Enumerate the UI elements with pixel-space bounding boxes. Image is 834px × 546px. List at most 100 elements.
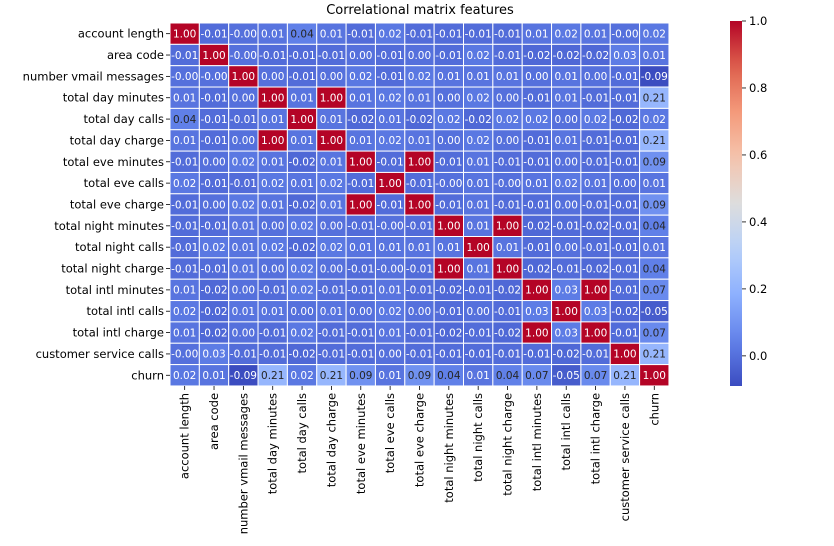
cell-value-label: -0.01 (347, 349, 374, 361)
cell-value-label: -0.01 (200, 93, 227, 105)
cell-value-label: -0.00 (171, 349, 198, 361)
cell-value-label: 0.21 (643, 349, 666, 361)
cell-value-label: 0.01 (349, 93, 372, 105)
cell-value-label: 0.00 (202, 157, 225, 169)
cell-value-label: 0.01 (555, 71, 578, 83)
cell-value-label: 0.02 (555, 28, 578, 40)
cell-value-label: -0.01 (259, 349, 286, 361)
cell-value-label: 0.01 (408, 242, 431, 254)
cell-value-label: 1.00 (496, 263, 519, 275)
cell-value-label: -0.01 (494, 28, 521, 40)
cell-value-label: 1.00 (584, 327, 607, 339)
cell-value-label: -0.01 (611, 71, 638, 83)
cell-value-label: -0.02 (288, 242, 315, 254)
cell-value-label: -0.00 (200, 71, 227, 83)
colorbar: 0.0 0.2 0.4 0.6 0.8 1.0 (730, 14, 767, 386)
cell-value-label: 1.00 (437, 221, 460, 233)
cell-value-label: 1.00 (202, 50, 225, 62)
cell-value-label: -0.00 (171, 71, 198, 83)
cell-value-label: 0.00 (349, 306, 372, 318)
cell-value-label: 0.01 (584, 28, 607, 40)
cell-value-label: -0.01 (347, 285, 374, 297)
cell-value-label: 0.00 (466, 306, 489, 318)
cell-value-label: -0.02 (523, 221, 550, 233)
cell-value-label: -0.01 (611, 285, 638, 297)
cell-value-label: -0.00 (494, 178, 521, 190)
cell-value-label: -0.02 (200, 306, 227, 318)
cell-value-label: 0.01 (320, 114, 343, 126)
cell-value-label: 0.09 (349, 370, 372, 382)
cell-value-label: -0.02 (611, 114, 638, 126)
cell-value-label: -0.00 (230, 50, 257, 62)
cell-value-label: 0.04 (643, 263, 667, 275)
cell-value-label: -0.00 (377, 263, 404, 275)
cell-value-label: 0.02 (320, 242, 343, 254)
cell-value-label: -0.01 (406, 221, 433, 233)
cell-value-label: 0.01 (261, 306, 284, 318)
cell-value-label: -0.02 (406, 114, 433, 126)
cell-value-label: 0.02 (496, 114, 519, 126)
cell-value-label: -0.02 (200, 327, 227, 339)
cell-value-label: -0.01 (259, 327, 286, 339)
y-tick-label: total day charge (70, 133, 164, 147)
cell-value-label: -0.02 (494, 327, 521, 339)
cell-value-label: 0.01 (378, 327, 401, 339)
cell-value-label: 1.00 (408, 199, 431, 211)
cell-value-label: 0.01 (173, 285, 196, 297)
x-tick-label: total day charge (324, 393, 338, 487)
cell-value-label: -0.01 (200, 135, 227, 147)
x-tick-label: total day minutes (266, 393, 280, 494)
cell-value-label: -0.01 (377, 71, 404, 83)
cell-value-label: -0.01 (465, 349, 492, 361)
cell-value-label: -0.01 (523, 135, 550, 147)
cell-value-label: -0.01 (435, 157, 462, 169)
y-tick-label: total intl minutes (66, 283, 164, 297)
cell-value-label: 0.02 (173, 306, 196, 318)
x-tick-label: number vmail messages (236, 393, 250, 534)
cell-value-label: -0.02 (288, 349, 315, 361)
y-tick-label: total intl calls (86, 304, 164, 318)
cell-value-label: 0.02 (584, 114, 607, 126)
cell-value-label: 0.00 (261, 221, 284, 233)
cell-value-label: -0.09 (641, 71, 668, 83)
cell-value-label: -0.01 (582, 242, 609, 254)
cell-value-label: -0.01 (288, 50, 315, 62)
x-tick-label: total intl calls (559, 393, 573, 471)
cell-value-label: 0.02 (232, 157, 255, 169)
cell-value-label: 0.02 (173, 370, 196, 382)
cell-value-label: -0.01 (582, 199, 609, 211)
cell-value-label: -0.02 (435, 327, 462, 339)
cell-value-label: 0.01 (290, 135, 313, 147)
cell-value-label: 0.03 (525, 306, 548, 318)
cell-value-label: -0.01 (611, 157, 638, 169)
cell-value-label: 0.00 (613, 178, 636, 190)
cell-value-label: 0.00 (320, 221, 343, 233)
x-tick-label: total night minutes (442, 393, 456, 503)
cell-value-label: 0.00 (261, 263, 284, 275)
cell-value-label: 1.00 (349, 199, 372, 211)
cell-value-label: -0.02 (582, 50, 609, 62)
cell-value-label: 0.00 (408, 50, 431, 62)
cell-value-label: -0.01 (377, 157, 404, 169)
cell-value-label: 0.00 (496, 93, 519, 105)
cell-value-label: -0.01 (611, 327, 638, 339)
cell-value-label: 0.02 (408, 71, 431, 83)
cell-value-label: 1.00 (173, 28, 196, 40)
cell-value-label: -0.01 (230, 349, 257, 361)
cell-value-label: 0.02 (202, 242, 225, 254)
cell-value-label: 0.21 (643, 135, 666, 147)
cell-value-label: -0.01 (494, 306, 521, 318)
cell-value-label: 0.01 (584, 178, 607, 190)
cell-value-label: -0.01 (377, 50, 404, 62)
cell-value-label: -0.01 (171, 157, 198, 169)
heatmap-cells: 1.00 -0.01 -0.00 0.01 0.04 0.01 -0.01 0.02 -0.01… (169, 22, 670, 387)
cell-value-label: 0.02 (290, 221, 313, 233)
cell-value-label: 0.01 (643, 50, 666, 62)
cell-value-label: 0.00 (232, 327, 255, 339)
cell-value-label: 0.02 (525, 114, 548, 126)
cell-value-label: -0.01 (406, 28, 433, 40)
x-tick-label: total day calls (295, 393, 309, 474)
cell-value-label: 0.02 (349, 71, 372, 83)
cell-value-label: 0.00 (232, 285, 255, 297)
colorbar-tick-label: 0.4 (749, 215, 767, 229)
